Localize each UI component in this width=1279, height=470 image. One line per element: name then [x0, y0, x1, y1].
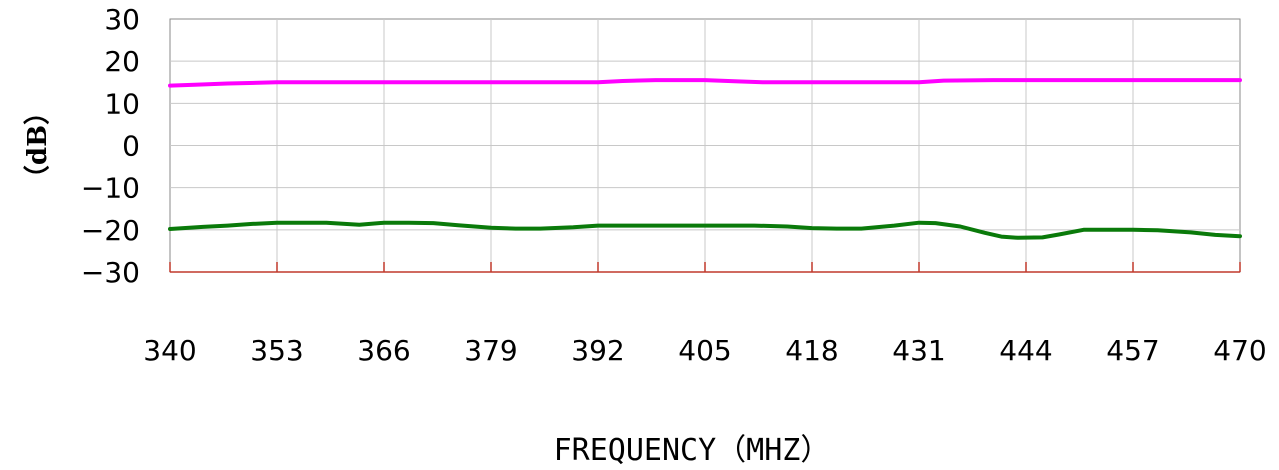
- y-tick-label: 30: [104, 3, 140, 36]
- x-tick-label: 418: [785, 334, 838, 367]
- y-tick-label: −30: [81, 256, 140, 289]
- y-tick-label: −20: [81, 214, 140, 247]
- x-tick-label: 444: [999, 334, 1052, 367]
- x-tick-labels: 340 353 366 379 392 405 418 431 444 457 470: [143, 334, 1266, 367]
- series-line-1: [168, 78, 1242, 88]
- series-line-2: [168, 220, 1242, 240]
- x-axis-line: [169, 262, 1241, 273]
- x-tick-label: 366: [357, 334, 410, 367]
- series-group: [168, 78, 1242, 240]
- y-tick-labels: 30 20 10 0 −10 −20 −30: [81, 3, 140, 289]
- y-tick-label: 10: [104, 87, 140, 120]
- y-tick-label: 20: [104, 45, 140, 78]
- x-tick-label: 431: [892, 334, 945, 367]
- x-tick-label: 470: [1213, 334, 1266, 367]
- y-tick-label: 0: [122, 130, 140, 163]
- x-tick-label: 379: [464, 334, 517, 367]
- x-tick-label: 457: [1106, 334, 1159, 367]
- y-axis-title: （dB）: [23, 99, 53, 191]
- x-tick-label: 405: [678, 334, 731, 367]
- x-tick-label: 340: [143, 334, 196, 367]
- x-tick-label: 392: [571, 334, 624, 367]
- x-tick-label: 353: [250, 334, 303, 367]
- y-tick-label: −10: [81, 172, 140, 205]
- x-axis-title: FREQUENCY（MHZ）: [554, 433, 831, 468]
